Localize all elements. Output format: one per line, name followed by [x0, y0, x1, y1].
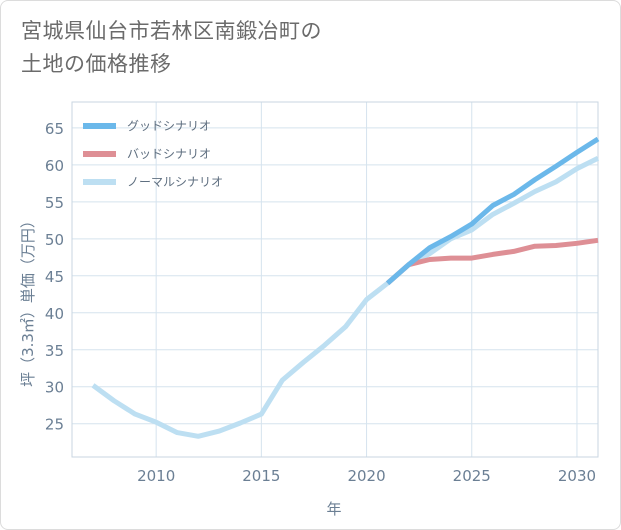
y-tick-60: 60: [45, 157, 64, 175]
x-tick-2015: 2015: [242, 467, 280, 485]
x-tick-2030: 2030: [558, 467, 596, 485]
legend-label-bad: バッドシナリオ: [127, 147, 211, 161]
legend-label-good: グッドシナリオ: [127, 119, 211, 133]
grid-lines: [72, 102, 598, 457]
y-tick-25: 25: [45, 416, 64, 434]
y-axis-label: 坪（3.3㎡）単価（万円）: [19, 213, 37, 387]
x-tick-2025: 2025: [453, 467, 491, 485]
y-tick-65: 65: [45, 120, 64, 138]
y-tick-55: 55: [45, 194, 64, 212]
y-tick-35: 35: [45, 342, 64, 360]
x-tick-labels: 2010 2015 2020 2025 2030: [137, 467, 596, 485]
series-lines: [91, 136, 600, 439]
legend-label-normal: ノーマルシナリオ: [127, 175, 223, 189]
x-axis-label: 年: [326, 500, 341, 518]
y-tick-50: 50: [45, 231, 64, 249]
y-tick-labels: 25 30 35 40 45 50 55 60 65: [45, 120, 64, 434]
x-tick-2010: 2010: [137, 467, 175, 485]
y-tick-45: 45: [45, 268, 64, 286]
y-tick-40: 40: [45, 305, 64, 323]
title-line-2: 土地の価格推移: [21, 52, 172, 76]
series-line-normal: [91, 155, 600, 439]
series-line-good: [385, 136, 600, 286]
series-line-bad: [385, 237, 599, 286]
plot-area-border: [71, 101, 599, 458]
title-line-1: 宮城県仙台市若林区南鍛冶町の: [21, 19, 322, 43]
x-tick-2020: 2020: [347, 467, 385, 485]
chart-title: 宮城県仙台市若林区南鍛冶町の 土地の価格推移: [21, 15, 322, 81]
y-tick-30: 30: [45, 379, 64, 397]
